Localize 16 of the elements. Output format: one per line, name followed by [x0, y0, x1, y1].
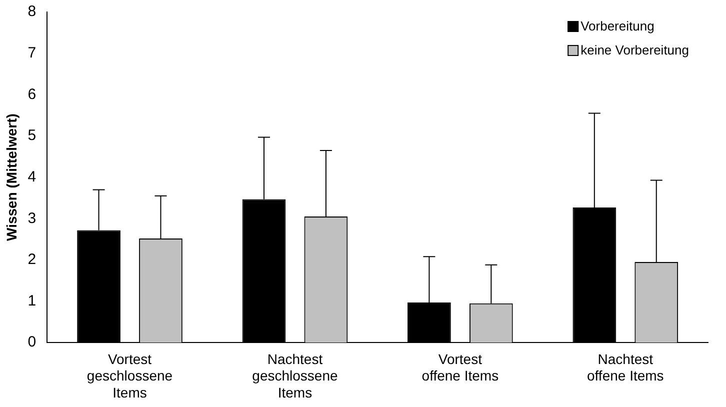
y-tick-label: 4: [28, 168, 36, 186]
y-tick-label: 0: [28, 334, 36, 351]
y-tick-label: 1: [28, 292, 36, 310]
x-tick-label: Vortest offene Items: [422, 350, 499, 384]
x-tick-label: Vortest geschlossene Items: [86, 350, 173, 400]
legend-label: keine Vorbereitung: [580, 42, 690, 58]
y-tick-label: 7: [28, 44, 36, 62]
x-tick-label: Nachtest geschlossene Items: [252, 350, 338, 400]
legend-label: Vorbereitung: [580, 18, 654, 34]
y-tick-label: 2: [28, 251, 36, 268]
y-tick-label: 8: [28, 3, 36, 20]
y-axis-title: Wissen (Mittelwert): [3, 114, 20, 242]
x-tick-label: Nachtest offene Items: [586, 350, 664, 384]
y-tick-label: 3: [28, 210, 36, 227]
y-tick-label: 5: [28, 127, 36, 144]
y-tick-label: 6: [28, 86, 36, 103]
